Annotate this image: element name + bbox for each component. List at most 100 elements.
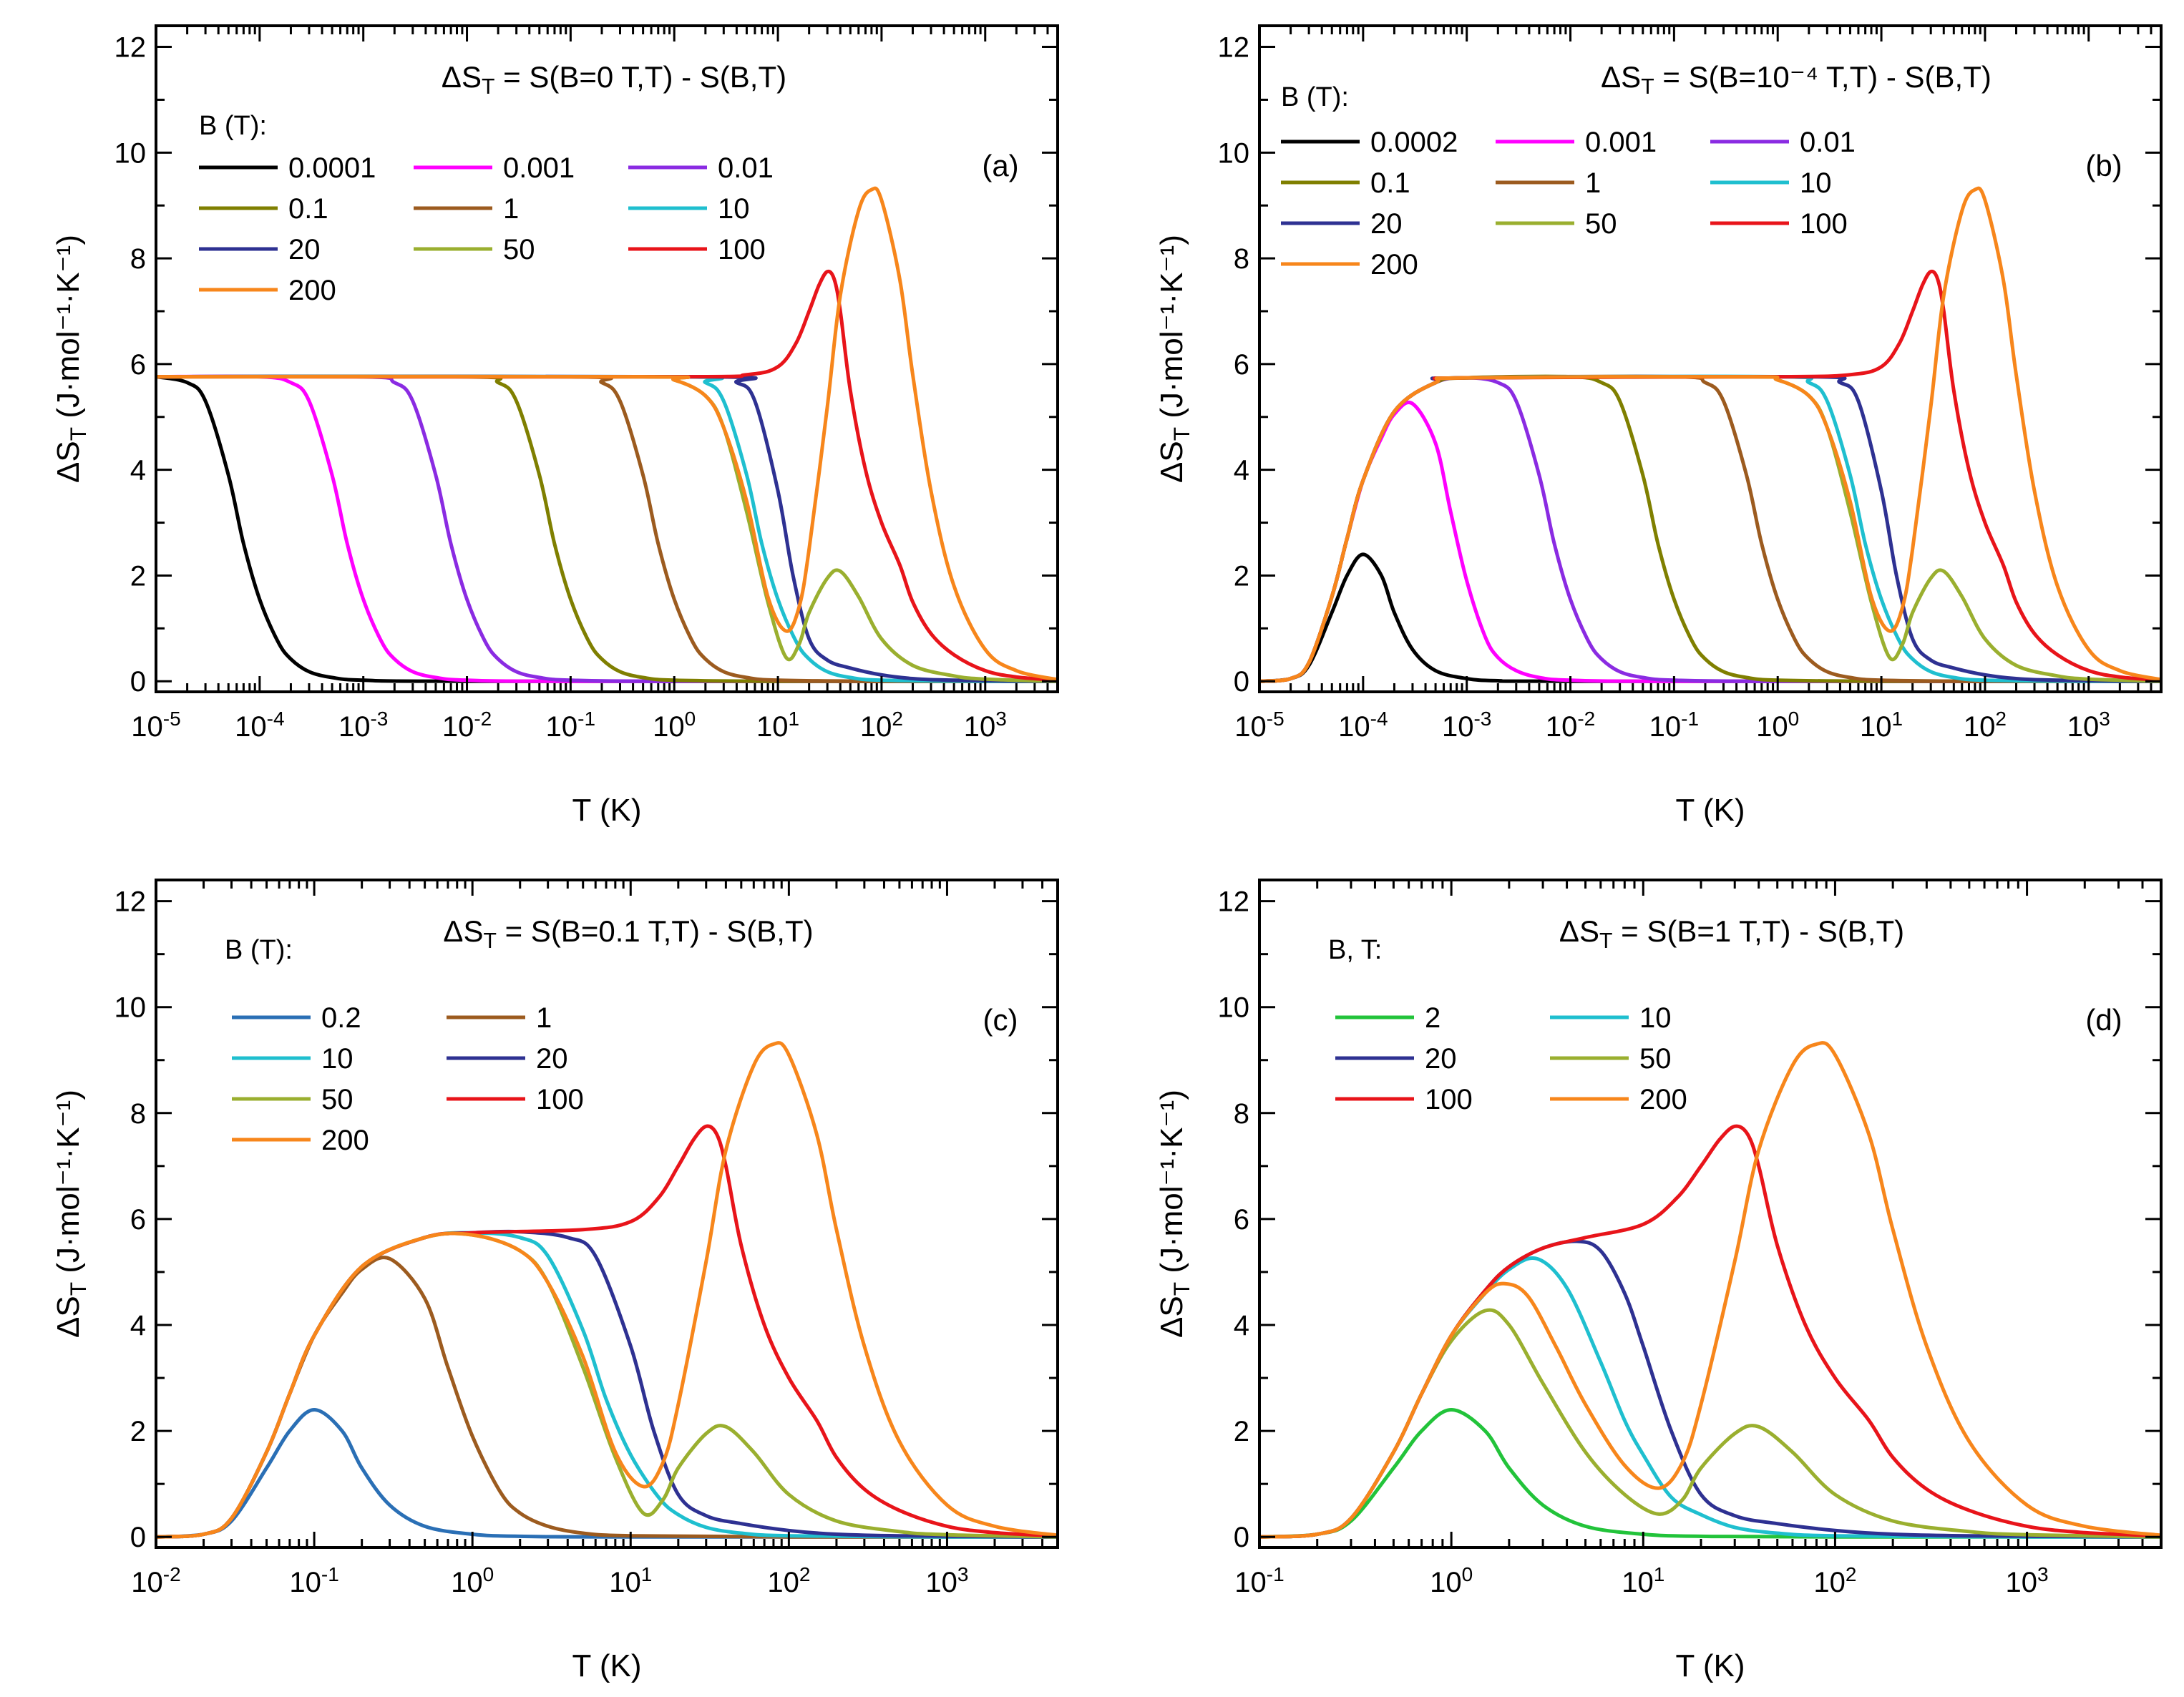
legend-entry-label: 0.1 [1370, 167, 1410, 199]
series-line-20 [156, 1229, 1058, 1539]
legend-entry-label: 0.1 [288, 193, 328, 225]
legend-entry-label: 200 [288, 275, 336, 306]
legend: B (T): 0.0002 0.001 0.01 0.1 1 10 20 50 100 200 [1281, 82, 1856, 280]
y-tick-label: 12 [1218, 32, 1250, 64]
series-line-100 [1259, 1124, 2161, 1539]
x-tick-label: 10-5 [1234, 708, 1284, 743]
x-tick-label: 10-2 [1546, 708, 1595, 743]
legend-entry-label: 50 [1639, 1043, 1672, 1075]
x-tick-label: 10-4 [235, 708, 284, 743]
series-line-50 [156, 374, 1058, 683]
y-tick-label: 6 [1234, 349, 1249, 381]
x-tick-label: 103 [964, 708, 1007, 743]
legend: B (T): 0.0001 0.001 0.01 0.1 1 10 20 50 100 200 [199, 111, 774, 306]
chart-title: ΔST = S(B=10⁻⁴ T,T) - S(B,T) [1601, 60, 1992, 99]
series-line-200 [1259, 1041, 2161, 1539]
y-tick-label: 0 [130, 1522, 146, 1553]
y-tick-label: 2 [130, 1416, 146, 1447]
y-tick-label: 6 [130, 349, 146, 381]
legend-entry-label: 0.001 [503, 152, 575, 184]
x-axis-label: T (K) [572, 1648, 642, 1683]
series-line-200 [156, 1041, 1058, 1539]
series-line-20 [1259, 1239, 2161, 1539]
x-tick-label: 103 [2006, 1563, 2049, 1599]
x-tick-label: 10-5 [131, 708, 180, 743]
y-axis-label: ΔST (J·mol⁻¹·K⁻¹) [51, 235, 91, 483]
x-tick-label: 10-1 [1234, 1563, 1284, 1599]
y-tick-label: 2 [1234, 560, 1249, 592]
plot-area [1259, 1041, 2161, 1539]
y-tick-label: 0 [130, 666, 146, 698]
legend-entry-label: 0.0002 [1370, 127, 1458, 158]
x-tick-label: 102 [860, 708, 903, 743]
y-tick-label: 8 [130, 1098, 146, 1130]
y-axis-label: ΔST (J·mol⁻¹·K⁻¹) [51, 1090, 91, 1338]
series-line-10 [1259, 1256, 2161, 1539]
series-line-0.0001 [156, 375, 1058, 683]
axes-frame [1258, 879, 2163, 1549]
y-tick-label: 0 [1234, 1522, 1249, 1553]
legend-entry-label: 50 [1585, 208, 1617, 240]
x-tick-label: 100 [1756, 708, 1799, 743]
y-tick-label: 6 [1234, 1204, 1249, 1236]
series-line-0.01 [156, 374, 1058, 683]
series-line-0.1 [156, 374, 1058, 683]
legend-entry-label: 100 [1800, 208, 1848, 240]
x-tick-label: 101 [609, 1563, 652, 1599]
axes-frame [1258, 24, 2163, 693]
y-tick-label: 2 [1234, 1416, 1249, 1447]
legend-entry-label: 0.2 [321, 1002, 361, 1034]
y-tick-label: 0 [1234, 666, 1249, 698]
y-tick-label: 8 [130, 243, 146, 275]
legend-entry-label: 200 [1370, 249, 1418, 280]
x-axis-label: T (K) [1676, 1648, 1745, 1683]
panel-label: (b) [2085, 149, 2122, 182]
x-tick-label: 100 [653, 708, 696, 743]
legend: B (T): 0.2 1 10 20 50 100 200 [225, 935, 584, 1156]
x-tick-label: 101 [1622, 1563, 1664, 1599]
x-tick-label: 102 [767, 1563, 810, 1599]
legend-entry-label: 100 [1425, 1084, 1473, 1115]
y-axis-label: ΔST (J·mol⁻¹·K⁻¹) [1154, 1090, 1194, 1338]
legend-entry-label: 1 [1585, 167, 1601, 199]
legend-entry-label: 200 [321, 1125, 369, 1156]
legend-entry-label: 20 [1425, 1043, 1457, 1075]
x-tick-label: 102 [1813, 1563, 1856, 1599]
legend-entry-label: 20 [536, 1043, 568, 1075]
legend-entry-label: 0.0001 [288, 152, 376, 184]
series-line-100 [156, 269, 1058, 683]
legend-entry-label: 0.01 [1800, 127, 1856, 158]
series-line-20 [156, 374, 1058, 683]
legend-entry-label: 50 [503, 234, 535, 265]
x-tick-label: 10-1 [289, 1563, 338, 1599]
x-tick-label: 10-2 [442, 708, 492, 743]
y-tick-label: 8 [1234, 1098, 1249, 1130]
y-tick-label: 10 [1218, 137, 1250, 169]
x-tick-label: 101 [1860, 708, 1903, 743]
y-tick-label: 10 [1218, 992, 1250, 1024]
y-tick-label: 10 [114, 992, 147, 1024]
panel-label: (c) [983, 1003, 1018, 1037]
y-axis-label: ΔST (J·mol⁻¹·K⁻¹) [1154, 235, 1194, 483]
axes-frame [155, 24, 1059, 693]
series-line-0.1 [1259, 374, 2161, 683]
series-line-10 [156, 374, 1058, 683]
legend-entry-label: 100 [718, 234, 766, 265]
panel-label: (d) [2085, 1003, 2122, 1037]
series-line-10 [1259, 374, 2161, 683]
x-tick-label: 100 [1430, 1563, 1473, 1599]
legend-entry-label: 0.001 [1585, 127, 1657, 158]
chart-title: ΔST = S(B=0 T,T) - S(B,T) [442, 60, 786, 99]
legend-title: B (T): [1281, 82, 1349, 112]
series-line-1 [1259, 374, 2161, 683]
x-tick-label: 10-3 [1442, 708, 1491, 743]
legend-entry-label: 0.01 [718, 152, 774, 184]
x-axis-label: T (K) [1676, 793, 1745, 828]
y-tick-label: 8 [1234, 243, 1249, 275]
legend-entry-label: 200 [1639, 1084, 1687, 1115]
series-line-1 [156, 374, 1058, 683]
legend-entry-label: 50 [321, 1084, 354, 1115]
x-tick-label: 101 [756, 708, 799, 743]
